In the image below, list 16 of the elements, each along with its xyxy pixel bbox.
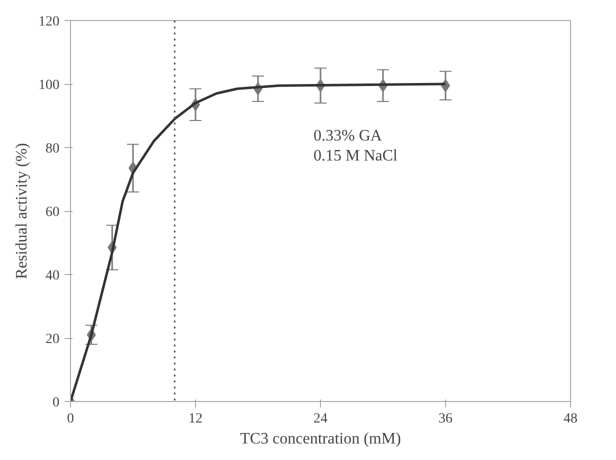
y-tick-label: 60: [46, 205, 60, 220]
x-tick-label: 24: [314, 412, 328, 426]
x-tick-label: 12: [188, 412, 202, 426]
y-tick-label: 120: [38, 14, 60, 30]
annotation: 0.15 M NaCl: [314, 148, 398, 164]
x-tick-label: 0: [67, 412, 74, 426]
annotation: 0.33% GA: [314, 128, 382, 144]
y-tick-label: 100: [38, 78, 60, 93]
y-tick-label: 80: [46, 142, 60, 156]
x-axis-title: TC3 concentration (mM): [240, 430, 401, 448]
y-tick-label: 20: [46, 332, 60, 347]
y-tick-label: 0: [52, 396, 60, 410]
y-axis-title: Residual activity (%): [14, 143, 30, 279]
x-tick-label: 48: [564, 412, 578, 426]
y-tick-label: 40: [46, 268, 60, 284]
x-tick-label: 36: [438, 412, 452, 426]
